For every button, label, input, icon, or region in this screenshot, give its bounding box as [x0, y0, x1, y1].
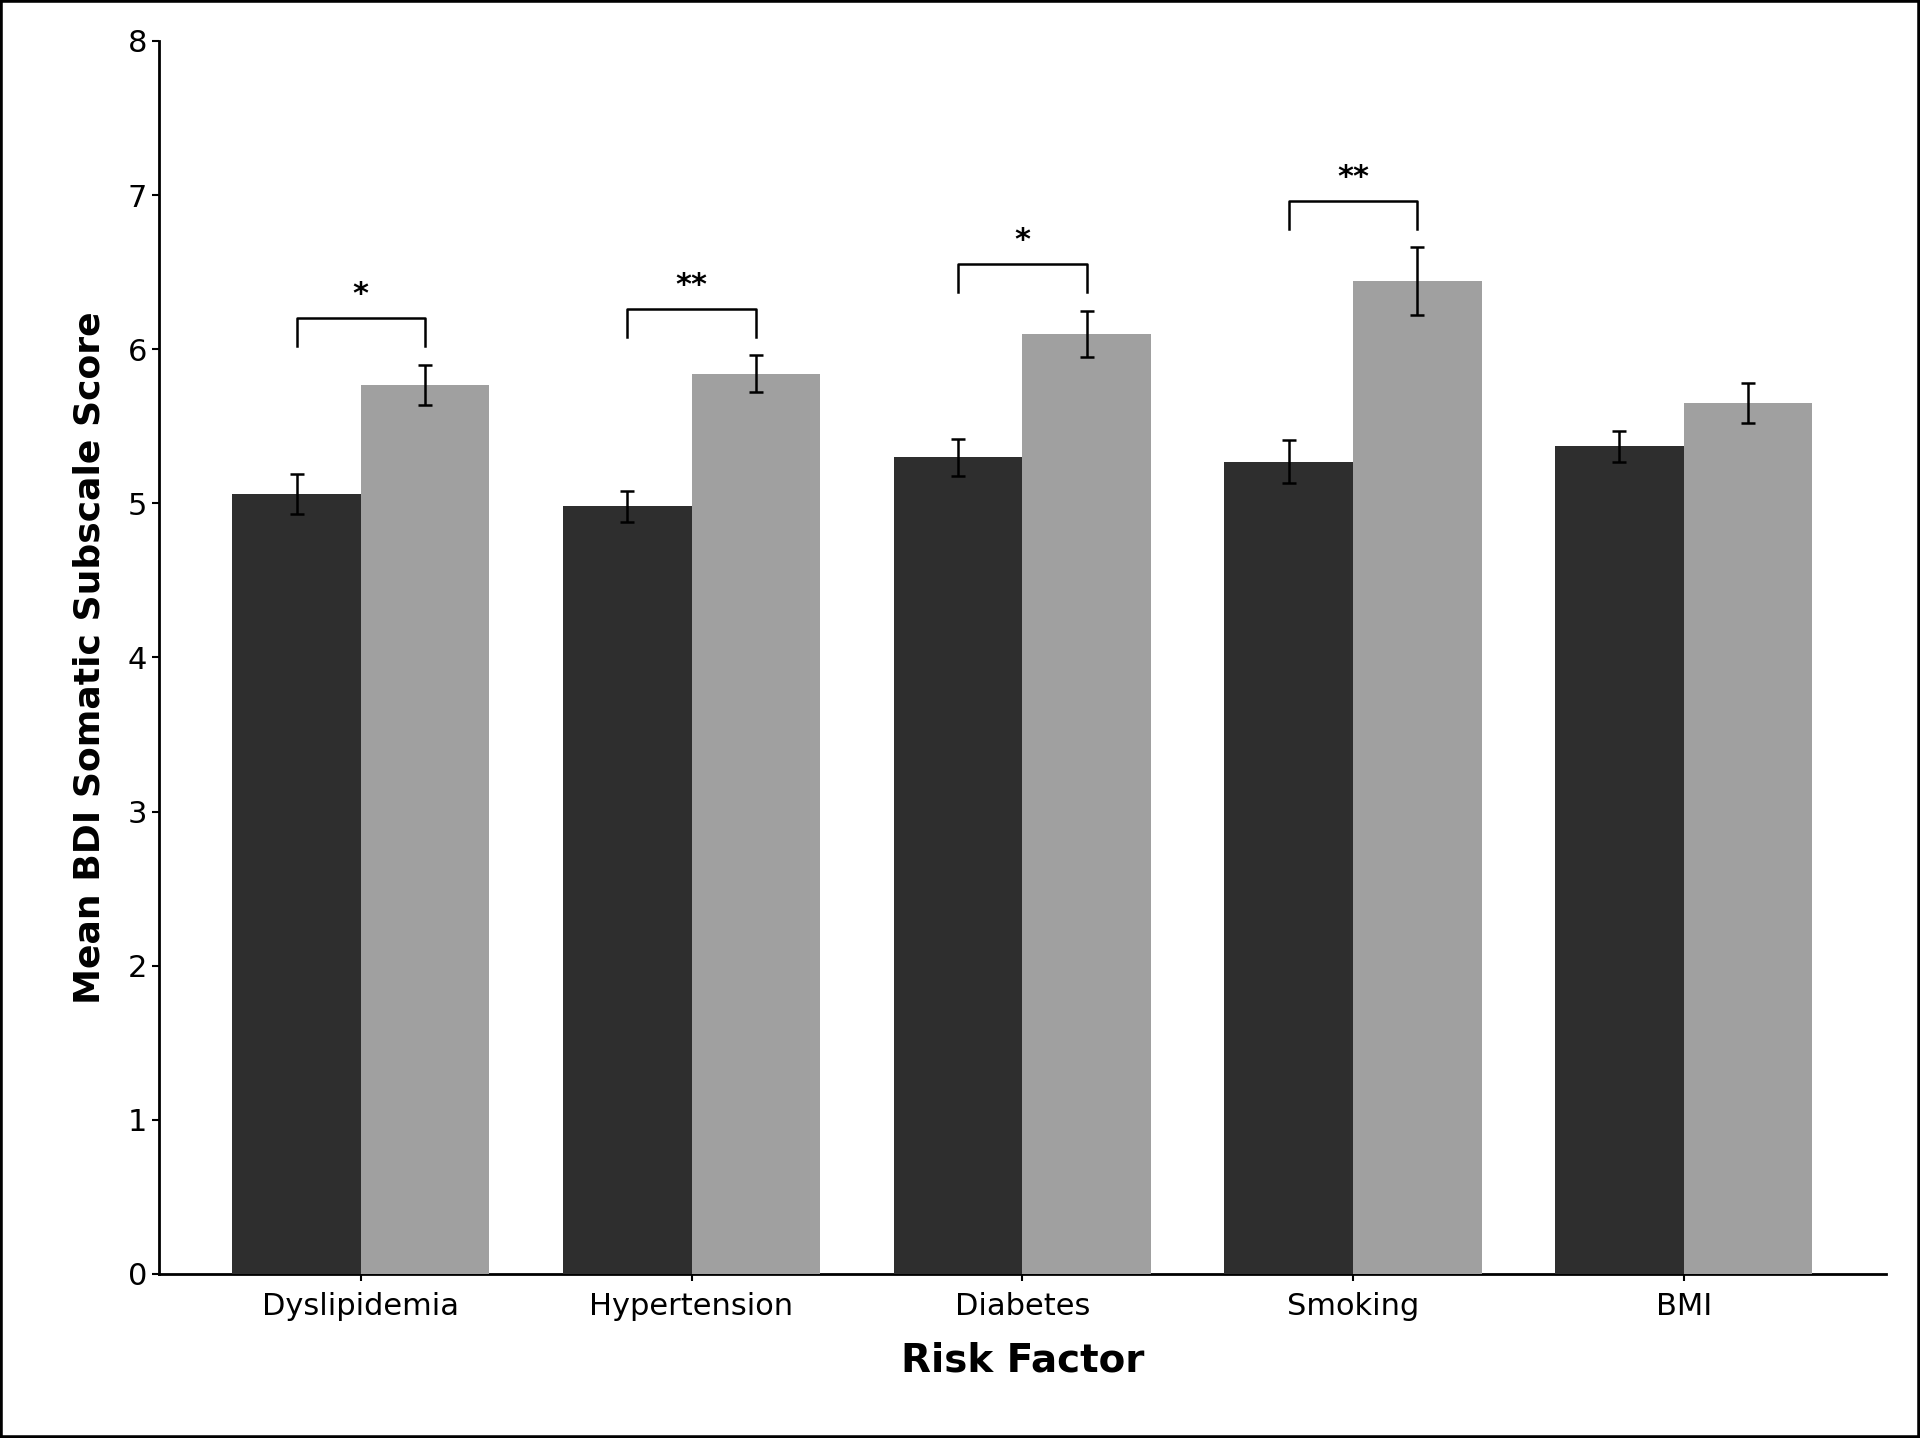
- Bar: [1354, 282, 1482, 1274]
- Text: **: **: [1336, 162, 1369, 191]
- Bar: [563, 506, 691, 1274]
- Bar: [691, 374, 820, 1274]
- Bar: [1021, 334, 1150, 1274]
- Text: *: *: [353, 280, 369, 309]
- Bar: [361, 384, 490, 1274]
- Bar: [1225, 462, 1354, 1274]
- Bar: [1684, 403, 1812, 1274]
- Bar: [232, 495, 361, 1274]
- Bar: [1555, 446, 1684, 1274]
- Bar: [893, 457, 1021, 1274]
- Y-axis label: Mean BDI Somatic Subscale Score: Mean BDI Somatic Subscale Score: [73, 311, 108, 1004]
- Text: *: *: [1014, 226, 1031, 255]
- Text: **: **: [676, 270, 708, 301]
- X-axis label: Risk Factor: Risk Factor: [900, 1342, 1144, 1380]
